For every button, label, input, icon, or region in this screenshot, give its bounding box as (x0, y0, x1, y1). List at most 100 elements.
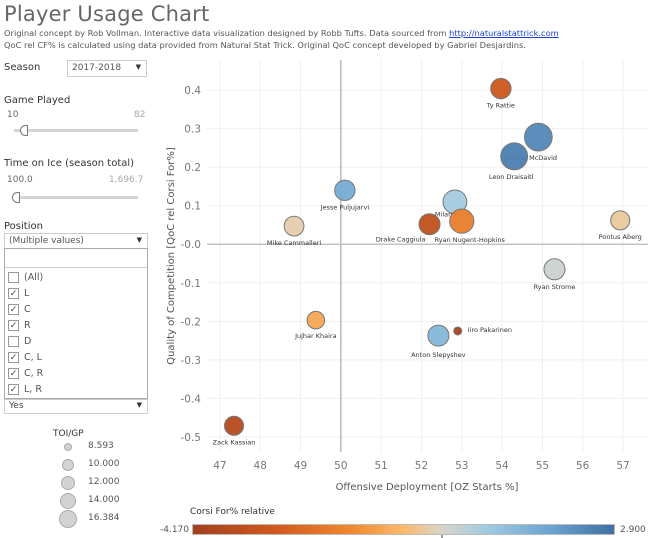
position-value: (Multiple values) (9, 236, 84, 246)
chevron-down-icon: ▼ (135, 63, 141, 71)
x-tick-label: 51 (374, 460, 387, 472)
option-label: L (24, 288, 30, 299)
player-label: Zack Kassian (213, 438, 256, 446)
y-tick-label: 0.3 (184, 124, 201, 136)
size-legend-label: 14.000 (88, 495, 120, 505)
size-legend-label: 8.593 (88, 441, 114, 451)
position-option[interactable]: ✓ C (8, 304, 31, 315)
position-option[interactable]: ✓ L, R (8, 384, 42, 395)
games-slider-handle[interactable] (20, 125, 28, 136)
option-label: C (24, 304, 31, 315)
games-max: 82 (134, 110, 146, 120)
player-label: Drake Caggiula (376, 236, 426, 244)
x-tick-label: 52 (415, 460, 428, 472)
size-legend-mark (61, 476, 75, 490)
checkbox[interactable] (8, 336, 19, 347)
position-option[interactable]: ✓ L (8, 288, 29, 299)
position-list: (All) ✓ L ✓ C ✓ R D ✓ C, L ✓ C, R ✓ L, R (4, 248, 148, 399)
size-legend-mark (62, 459, 74, 471)
size-legend-mark (64, 443, 72, 451)
player-marker (283, 215, 305, 237)
toi-max: 1,696.7 (109, 175, 144, 185)
option-label: (All) (24, 272, 44, 283)
size-legend-label: 12.000 (88, 477, 120, 487)
player-marker (453, 326, 463, 336)
player-label: Jujhar Khaira (294, 332, 337, 340)
chevron-down-icon: ▼ (136, 236, 142, 244)
color-legend-bar (192, 524, 615, 535)
player-marker (223, 415, 245, 436)
player-label: Pontus Aberg (599, 233, 642, 241)
position-option[interactable]: ✓ R (8, 320, 31, 331)
color-legend-max: 2.900 (620, 525, 646, 535)
toi-slider-track[interactable] (14, 196, 138, 199)
player-marker (306, 310, 326, 330)
player-marker (418, 213, 441, 236)
player-label: Ty Rattie (486, 102, 515, 110)
player-marker (490, 77, 512, 100)
y-axis-title: Quality of Competition [QoC rel Corsi Fo… (166, 147, 177, 365)
checkbox[interactable]: ✓ (8, 368, 19, 379)
y-tick-label: -0.4 (181, 393, 202, 405)
option-label: D (24, 336, 32, 347)
checkbox[interactable] (8, 272, 19, 283)
checkbox[interactable]: ✓ (8, 384, 19, 395)
x-tick-label: 50 (334, 460, 347, 472)
credits-line: Original concept by Rob Vollman. Interac… (4, 28, 559, 38)
toi-slider-handle[interactable] (12, 192, 20, 203)
player-label: Leon Draisaitl (489, 173, 534, 181)
y-tick-label: -0.5 (181, 432, 202, 444)
checkbox[interactable]: ✓ (8, 288, 19, 299)
color-legend-min: -4.170 (160, 525, 190, 535)
x-tick-label: 54 (495, 460, 509, 472)
season-dropdown[interactable]: 2017-2018 ▼ (67, 60, 147, 77)
player-marker (543, 258, 566, 281)
y-tick-label: -0.2 (181, 316, 202, 328)
position-option[interactable]: ✓ C, L (8, 352, 42, 363)
x-tick-label: 56 (576, 460, 590, 472)
color-legend-title: Corsi For% relative (190, 507, 275, 517)
y-tick-label: -0.3 (181, 355, 202, 367)
position-option[interactable]: (All) (8, 272, 43, 283)
y-tick-label: -0.1 (181, 278, 202, 290)
option-label: L, R (24, 384, 42, 395)
position-option[interactable]: D (8, 336, 31, 347)
player-label: Connor McDavid (504, 154, 557, 162)
position-option[interactable]: ✓ C, R (8, 368, 43, 379)
size-legend-label: 16.384 (88, 513, 120, 523)
player-marker (500, 142, 529, 171)
page-title: Player Usage Chart (4, 2, 210, 26)
x-tick-label: 49 (294, 460, 307, 472)
chevron-down-icon: ▼ (136, 401, 142, 409)
x-axis-title: Offensive Deployment [OZ Starts %] (336, 482, 519, 493)
y-tick-label: 0.2 (184, 162, 201, 174)
player-label: Anton Slepyshev (411, 351, 466, 359)
size-legend-mark (59, 510, 77, 528)
position-search-input[interactable] (5, 249, 147, 268)
toi-label: Time on Ice (season total) (4, 158, 135, 169)
option-label: C, R (24, 368, 44, 379)
player-label: Mike Cammalleri (267, 239, 321, 247)
qoc-note: QoC rel CF% is calculated using data pro… (4, 40, 526, 50)
size-legend-mark (60, 493, 76, 509)
games-played-label: Game Played (4, 95, 71, 106)
x-tick-label: 48 (254, 460, 267, 472)
position-label: Position (4, 221, 43, 232)
source-link[interactable]: http://naturalstattrick.com (449, 28, 559, 38)
next-filter-dropdown[interactable]: Yes ▼ (4, 399, 148, 414)
player-marker (523, 122, 553, 152)
checkbox[interactable]: ✓ (8, 320, 19, 331)
games-slider-track[interactable] (14, 129, 138, 132)
size-legend-title: TOI/GP (53, 429, 84, 439)
x-tick-label: 53 (455, 460, 468, 472)
y-tick-label: 0.4 (184, 85, 201, 97)
player-marker (427, 324, 450, 347)
checkbox[interactable]: ✓ (8, 352, 19, 363)
player-label: Iiro Pakarinen (468, 326, 512, 334)
checkbox[interactable]: ✓ (8, 304, 19, 315)
season-label: Season (4, 62, 41, 73)
y-tick-label: 0.1 (184, 201, 201, 213)
option-label: R (24, 320, 31, 331)
size-legend-label: 10.000 (88, 459, 120, 469)
